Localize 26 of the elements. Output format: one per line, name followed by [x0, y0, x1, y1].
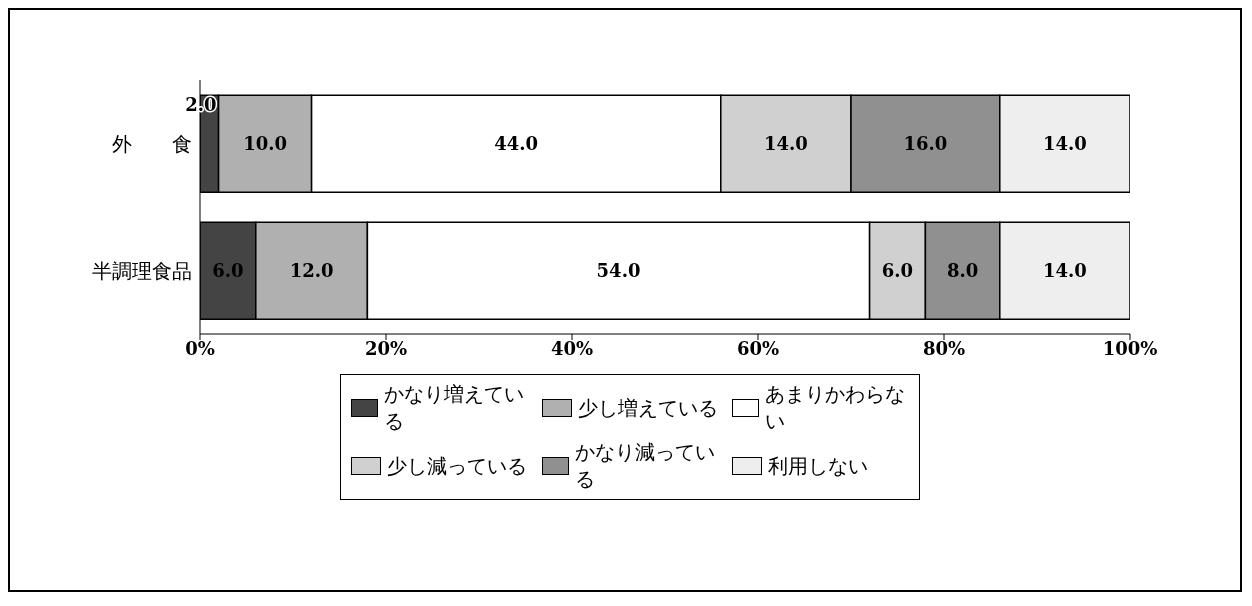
data-label: 54.0: [596, 260, 641, 282]
data-label: 14.0: [763, 133, 808, 155]
x-tick-label: 100%: [1102, 337, 1158, 359]
data-label: 14.0: [1042, 133, 1087, 155]
data-label: 6.0: [212, 260, 244, 282]
y-tick-label: 半調理食品: [92, 258, 192, 283]
data-label: 8.0: [946, 260, 979, 282]
x-tick-label: 40%: [550, 337, 594, 359]
data-label: 10.0: [243, 133, 288, 155]
x-tick-label: 60%: [736, 337, 780, 359]
legend-label: 少し減っている: [387, 452, 527, 480]
x-tick-label: 20%: [364, 337, 408, 359]
legend-label: 少し増えている: [577, 394, 718, 422]
x-tick-label: 80%: [922, 337, 966, 359]
legend-label: あまりかわらない: [765, 381, 907, 435]
x-tick-label: 0%: [185, 337, 215, 359]
legend-label: 利用しない: [768, 452, 869, 480]
legend-label: かなり増えている: [384, 381, 526, 435]
data-label: 12.0: [289, 260, 334, 282]
data-label: 44.0: [494, 133, 539, 155]
y-tick-label: 外 食: [112, 131, 192, 156]
data-label: 16.0: [903, 133, 948, 155]
data-label: 2.0: [185, 94, 217, 116]
data-label: 14.0: [1042, 260, 1087, 282]
legend-label: かなり減っている: [574, 439, 716, 493]
data-label: 6.0: [881, 260, 914, 282]
